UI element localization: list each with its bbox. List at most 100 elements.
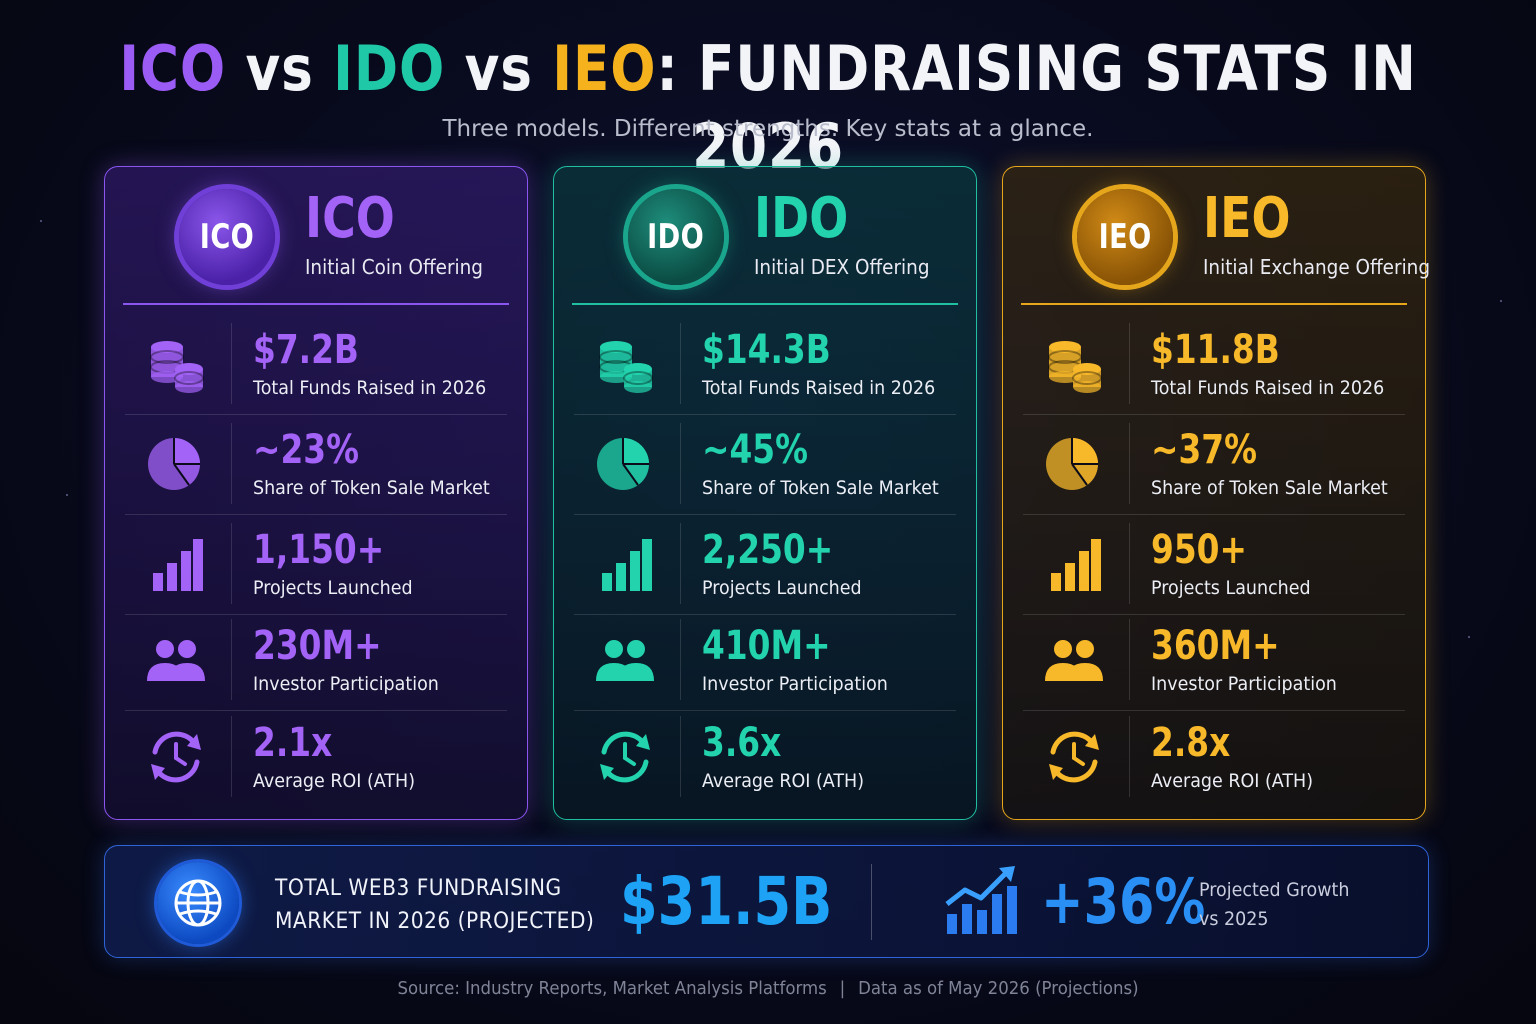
divider [125, 414, 507, 415]
source-text: Source: Industry Reports, Market Analysi… [397, 978, 827, 999]
stat-label: Share of Token Sale Market [702, 477, 939, 499]
growth-label: Projected Growth vs 2025 [1199, 876, 1349, 934]
bar-chart-icon [594, 533, 656, 595]
star [66, 494, 68, 496]
title-vs: vs [226, 32, 334, 105]
stat-row: ~37% Share of Token Sale Market [1023, 417, 1405, 515]
stat-label: Average ROI (ATH) [1151, 770, 1314, 792]
stat-value: 2,250+ [702, 527, 834, 573]
stat-label: Average ROI (ATH) [253, 770, 416, 792]
stat-value: 3.6x [702, 720, 782, 766]
total-market-label: TOTAL WEB3 FUNDRAISING MARKET IN 2026 (P… [275, 872, 594, 938]
divider [574, 514, 956, 515]
star [1500, 300, 1502, 302]
clock-cycle-icon [1043, 726, 1105, 788]
stat-label: Projects Launched [702, 577, 862, 599]
stat-label: Investor Participation [253, 673, 439, 695]
divider [231, 619, 232, 700]
divider [871, 864, 872, 940]
pie-chart-icon [145, 433, 207, 495]
clock-cycle-icon [145, 726, 207, 788]
header-divider [572, 303, 958, 305]
growth-value: +36% [1041, 865, 1206, 938]
card-subtitle: Initial Coin Offering [305, 255, 483, 279]
divider [1129, 523, 1130, 604]
divider [125, 710, 507, 711]
stat-row: 2.1x Average ROI (ATH) [125, 710, 507, 807]
stat-value: ~45% [702, 427, 808, 473]
divider [231, 523, 232, 604]
stat-row: ~45% Share of Token Sale Market [574, 417, 956, 515]
total-market-value: $31.5B [620, 863, 833, 940]
users-icon [1043, 629, 1105, 691]
divider [231, 423, 232, 504]
source-note: Source: Industry Reports, Market Analysi… [61, 978, 1474, 999]
stat-value: ~23% [253, 427, 359, 473]
coin-badge-icon: IDO [628, 189, 724, 285]
divider [680, 423, 681, 504]
divider [1023, 414, 1405, 415]
total-market-label-line2: MARKET IN 2026 (PROJECTED) [275, 909, 595, 934]
stat-row: 360M+ Investor Participation [1023, 613, 1405, 711]
divider [1129, 423, 1130, 504]
bar-chart-icon [145, 533, 207, 595]
stat-row: $11.8B Total Funds Raised in 2026 [1023, 317, 1405, 415]
coin-badge-icon: IEO [1077, 189, 1173, 285]
divider [680, 716, 681, 797]
stat-value: $11.8B [1151, 327, 1280, 373]
stat-value: 2.1x [253, 720, 333, 766]
page-subtitle: Three models. Different strengths. Key s… [442, 116, 1094, 142]
stat-label: Investor Participation [702, 673, 888, 695]
star [1468, 636, 1470, 638]
growth-chart-icon [943, 864, 1019, 938]
divider [574, 614, 956, 615]
divider [680, 619, 681, 700]
title-vs: vs [445, 32, 553, 105]
header-divider [1021, 303, 1407, 305]
divider [574, 710, 956, 711]
divider [680, 323, 681, 404]
title-ido: IDO [333, 32, 446, 105]
divider [680, 523, 681, 604]
bar-chart-icon [1043, 533, 1105, 595]
divider [125, 614, 507, 615]
card-ido: IDO IDO Initial DEX Offering $14.3B Total … [553, 166, 977, 820]
pie-chart-icon [594, 433, 656, 495]
stat-label: Investor Participation [1151, 673, 1337, 695]
card-ico: ICO ICO Initial Coin Offering $7.2B Total … [104, 166, 528, 820]
card-title: IEO [1203, 186, 1291, 251]
page-title: ICO vs IDO vs IEO: FUNDRAISING STATS IN … [108, 30, 1429, 186]
stat-row: 950+ Projects Launched [1023, 517, 1405, 615]
stat-row: 1,150+ Projects Launched [125, 517, 507, 615]
stat-value: 230M+ [253, 623, 382, 669]
title-ieo: IEO [552, 32, 657, 105]
data-date-text: Data as of May 2026 (Projections) [858, 978, 1139, 999]
stat-label: Average ROI (ATH) [702, 770, 865, 792]
star [40, 220, 42, 222]
stat-value: ~37% [1151, 427, 1257, 473]
stat-label: Projects Launched [1151, 577, 1311, 599]
stat-value: $7.2B [253, 327, 359, 373]
total-market-label-line1: TOTAL WEB3 FUNDRAISING [275, 876, 562, 901]
users-icon [145, 629, 207, 691]
card-subtitle: Initial Exchange Offering [1203, 255, 1431, 279]
users-icon [594, 629, 656, 691]
title-rest: : FUNDRAISING STATS IN 2026 [656, 32, 1417, 183]
stat-value: $14.3B [702, 327, 831, 373]
stat-label: Total Funds Raised in 2026 [253, 377, 487, 399]
divider [1129, 619, 1130, 700]
divider [1023, 614, 1405, 615]
growth-label-line1: Projected Growth [1199, 879, 1350, 901]
coin-badge-icon: ICO [179, 189, 275, 285]
card-subtitle: Initial DEX Offering [754, 255, 930, 279]
coins-icon [594, 333, 656, 395]
coins-icon [1043, 333, 1105, 395]
clock-cycle-icon [594, 726, 656, 788]
globe-icon [157, 862, 239, 944]
stat-row: 2.8x Average ROI (ATH) [1023, 710, 1405, 807]
coin-label: IEO [1098, 217, 1152, 257]
stat-row: ~23% Share of Token Sale Market [125, 417, 507, 515]
stat-value: 410M+ [702, 623, 831, 669]
divider [231, 323, 232, 404]
stat-row: $14.3B Total Funds Raised in 2026 [574, 317, 956, 415]
